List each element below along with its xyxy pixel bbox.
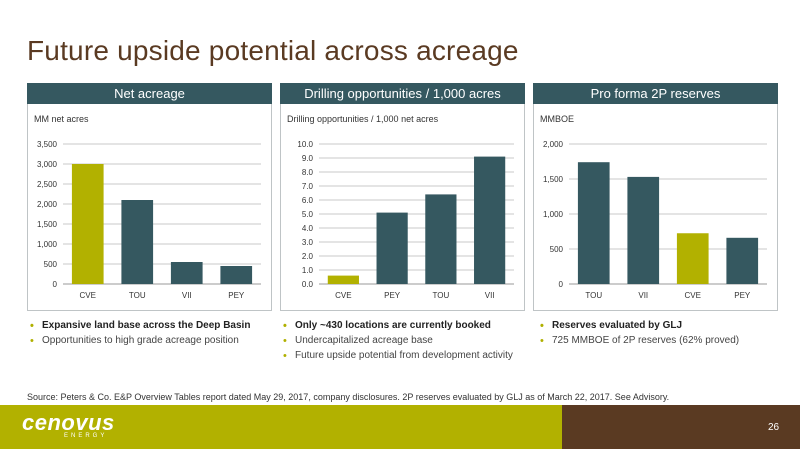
y-tick-label: 2.0 bbox=[302, 252, 314, 261]
x-tick-label: PEY bbox=[734, 291, 751, 300]
x-tick-label: PEY bbox=[228, 291, 245, 300]
bar-tou bbox=[577, 162, 610, 284]
y-tick-label: 500 bbox=[44, 260, 58, 269]
y-tick-label: 2,000 bbox=[543, 140, 564, 149]
slide-title: Future upside potential across acreage bbox=[27, 35, 519, 66]
x-tick-label: TOU bbox=[585, 291, 602, 300]
y-tick-label: 3,500 bbox=[37, 140, 58, 149]
y-tick-label: 3,000 bbox=[37, 160, 58, 169]
drilling-opportunities-chart: Drilling opportunities / 1,000 net acres… bbox=[287, 114, 514, 300]
bar-vii bbox=[627, 176, 660, 284]
reserves-panel: Pro forma 2P reserves MMBOE 0 500 1,000 1,50… bbox=[533, 83, 778, 311]
drilling-bullets: Only ~430 locations are currently booked… bbox=[283, 320, 513, 365]
net-acreage-bullets: Expansive land base across the Deep Basi… bbox=[30, 320, 250, 350]
x-tick-label: VII bbox=[182, 291, 192, 300]
bullet-item: Only ~430 locations are currently booked bbox=[283, 320, 513, 335]
x-tick-label: TOU bbox=[433, 291, 450, 300]
bar-tou bbox=[121, 200, 154, 284]
x-tick-label: CVE bbox=[80, 291, 96, 300]
source-note: Source: Peters & Co. E&P Overview Tables… bbox=[27, 392, 670, 402]
bar-cve bbox=[676, 233, 709, 284]
x-tick-label: PEY bbox=[384, 291, 401, 300]
x-tick-label: CVE bbox=[335, 291, 351, 300]
bullet-item: Expansive land base across the Deep Basi… bbox=[30, 320, 250, 335]
page-number: 26 bbox=[768, 422, 780, 433]
y-tick-label: 1,500 bbox=[543, 175, 564, 184]
logo-subtitle: ENERGY bbox=[64, 433, 108, 439]
footer-band bbox=[0, 405, 562, 449]
cenovus-logo: cenovus bbox=[22, 410, 115, 435]
bullet-item: Undercapitalized acreage base bbox=[283, 335, 513, 350]
y-tick-label: 9.0 bbox=[302, 154, 314, 163]
y-tick-label: 1,000 bbox=[37, 240, 58, 249]
y-axis-label: Drilling opportunities / 1,000 net acres bbox=[287, 114, 439, 124]
bar-pey bbox=[726, 237, 759, 284]
bar-pey bbox=[220, 266, 253, 284]
x-tick-label: VII bbox=[485, 291, 495, 300]
y-tick-label: 5.0 bbox=[302, 210, 314, 219]
bar-vii bbox=[474, 156, 506, 284]
x-tick-label: CVE bbox=[685, 291, 701, 300]
reserves-chart: MMBOE 0 500 1,000 1,500 2,000 TOU VII CVE PEY bbox=[540, 114, 767, 300]
bar-tou bbox=[425, 194, 457, 284]
y-tick-label: 1,000 bbox=[543, 210, 564, 219]
y-tick-label: 2,000 bbox=[37, 200, 58, 209]
net-acreage-panel: Net acreage MM net acres 0 500 1,000 1,500 2,… bbox=[27, 83, 272, 311]
panel-header: Net acreage bbox=[27, 83, 272, 104]
bar-cve bbox=[71, 164, 104, 284]
footer-band-right bbox=[562, 405, 800, 449]
y-tick-label: 0.0 bbox=[302, 280, 314, 289]
x-tick-label: TOU bbox=[129, 291, 146, 300]
y-axis-label: MMBOE bbox=[540, 114, 574, 124]
panel-header: Pro forma 2P reserves bbox=[533, 83, 778, 104]
bullet-item: Future upside potential from development… bbox=[283, 350, 513, 365]
reserves-bullets: Reserves evaluated by GLJ725 MMBOE of 2P… bbox=[540, 320, 739, 350]
y-tick-label: 6.0 bbox=[302, 196, 314, 205]
y-tick-label: 2,500 bbox=[37, 180, 58, 189]
y-tick-label: 8.0 bbox=[302, 168, 314, 177]
y-tick-label: 0 bbox=[559, 280, 564, 289]
bar-cve bbox=[327, 275, 359, 284]
y-axis-label: MM net acres bbox=[34, 114, 89, 124]
y-tick-label: 3.0 bbox=[302, 238, 314, 247]
bar-vii bbox=[170, 262, 203, 284]
y-tick-label: 0 bbox=[53, 280, 58, 289]
y-tick-label: 1.0 bbox=[302, 266, 314, 275]
bar-pey bbox=[376, 212, 408, 284]
y-tick-label: 10.0 bbox=[297, 140, 313, 149]
panel-header: Drilling opportunities / 1,000 acres bbox=[280, 83, 525, 104]
y-tick-label: 7.0 bbox=[302, 182, 314, 191]
y-tick-label: 1,500 bbox=[37, 220, 58, 229]
net-acreage-chart: MM net acres 0 500 1,000 1,500 2,000 2,500 3,00… bbox=[34, 114, 261, 300]
bullet-item: 725 MMBOE of 2P reserves (62% proved) bbox=[540, 335, 739, 350]
y-tick-label: 4.0 bbox=[302, 224, 314, 233]
drilling-opportunities-panel: Drilling opportunities / 1,000 acres Dri… bbox=[280, 83, 525, 311]
bullet-item: Opportunities to high grade acreage posi… bbox=[30, 335, 250, 350]
bullet-item: Reserves evaluated by GLJ bbox=[540, 320, 739, 335]
x-tick-label: VII bbox=[638, 291, 648, 300]
y-tick-label: 500 bbox=[550, 245, 564, 254]
